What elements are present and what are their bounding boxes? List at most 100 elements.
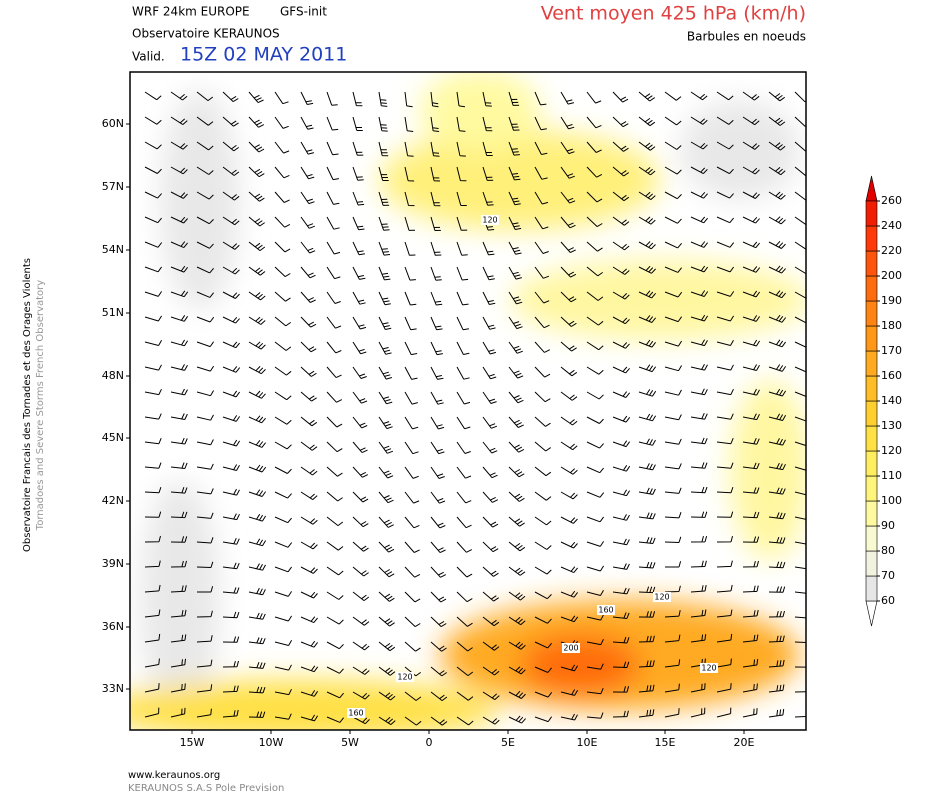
wind-barb [404,116,414,132]
wind-barb [716,191,734,199]
wind-barb [534,391,551,403]
wind-barb [404,416,419,430]
wind-barb [248,637,266,645]
wind-barb [430,191,441,207]
wind-barb [144,364,162,371]
wind-barb [794,141,806,152]
wind-barb [560,664,579,672]
contour-label-bg [700,663,718,673]
wind-barb [664,340,683,347]
wind-barb [586,291,604,301]
lat-label: 42N [102,494,124,507]
wind-barb [378,141,389,157]
wind-barb [768,659,785,668]
wind-barb [222,685,239,693]
wind-barb [482,391,497,404]
wind-barb [716,241,735,248]
wind-barb [508,116,520,131]
wind-barb [768,141,786,151]
wind-barb [378,516,394,528]
wind-barb [326,541,344,551]
wind-barb [456,416,471,430]
footer-url: www.keraunos.org [128,770,220,781]
wind-barb [508,216,522,230]
subtitle: Barbules en noeuds [687,30,806,44]
wind-barb [586,441,604,449]
wind-barb [326,316,342,329]
wind-barb [768,413,787,421]
wind-barb [274,566,293,573]
wind-barb [326,666,344,674]
wind-barb [196,512,214,519]
wind-barb [690,707,706,718]
colorbar-segment [865,400,878,427]
wind-barb [196,141,214,151]
wind-barb [248,587,266,596]
colorbar-segment [865,250,878,277]
wind-barb [222,415,241,422]
wind-barb [378,291,391,306]
wind-barb [144,141,162,150]
side-text-en: Tornadoes and Severe Storms French Obser… [35,280,46,531]
wind-barb [794,191,806,201]
wind-barb [352,441,368,454]
wind-barb [144,658,160,668]
wind-barb [430,691,448,701]
wind-barb [222,366,241,373]
wind-barb [768,265,786,274]
wind-barb [326,641,344,650]
wind-barb [716,388,734,396]
wind-barb [196,191,214,200]
wind-barb [300,316,317,328]
wind-barb [170,166,188,175]
wind-barb [586,116,602,129]
side-text: Observatoire Francais des Tornades et de… [22,258,33,552]
wind-barb [560,590,578,598]
colorbar-segment [865,200,878,227]
wind-barb [482,516,499,528]
wind-barb [378,541,395,553]
wind-barb [482,141,493,156]
wind-barb [222,464,240,471]
wind-barb [664,365,683,372]
wind-barb [794,216,806,226]
wind-barb [612,612,630,619]
wind-barb [144,241,163,248]
wind-barb [300,516,318,525]
contour-label: 200 [563,644,578,653]
wind-barb [742,339,761,347]
wind-barb [794,666,806,668]
wind-barb [586,663,604,670]
wind-barb [274,516,292,524]
wind-barb [482,616,500,627]
wind-barb [508,466,525,478]
wind-barb [274,491,292,499]
wind-barb [456,541,473,553]
wind-barb [300,116,314,130]
wind-barb [300,291,316,303]
wind-barb [300,91,314,105]
wind-barb [534,91,547,106]
wind-barb [378,316,392,330]
wind-barb [664,216,682,224]
wind-barb [222,439,241,447]
wind-barb [196,537,214,544]
wind-barb [586,466,604,474]
wind-barb [768,708,785,718]
wind-barb [170,560,187,568]
wind-barb [456,391,471,405]
wind-barb [274,266,291,278]
wind-barb [430,491,446,504]
wind-barb [664,536,682,543]
wind-barb [456,141,466,157]
wind-barb [612,91,629,103]
wind-barb [664,389,682,396]
wind-barb [274,615,293,622]
wind-barb [404,241,416,256]
wind-barb [612,415,631,423]
wind-barb [742,388,760,396]
wind-barb [274,341,292,351]
colorbar-segment [865,575,878,602]
wind-barb [196,365,215,372]
wind-barb [664,683,680,693]
